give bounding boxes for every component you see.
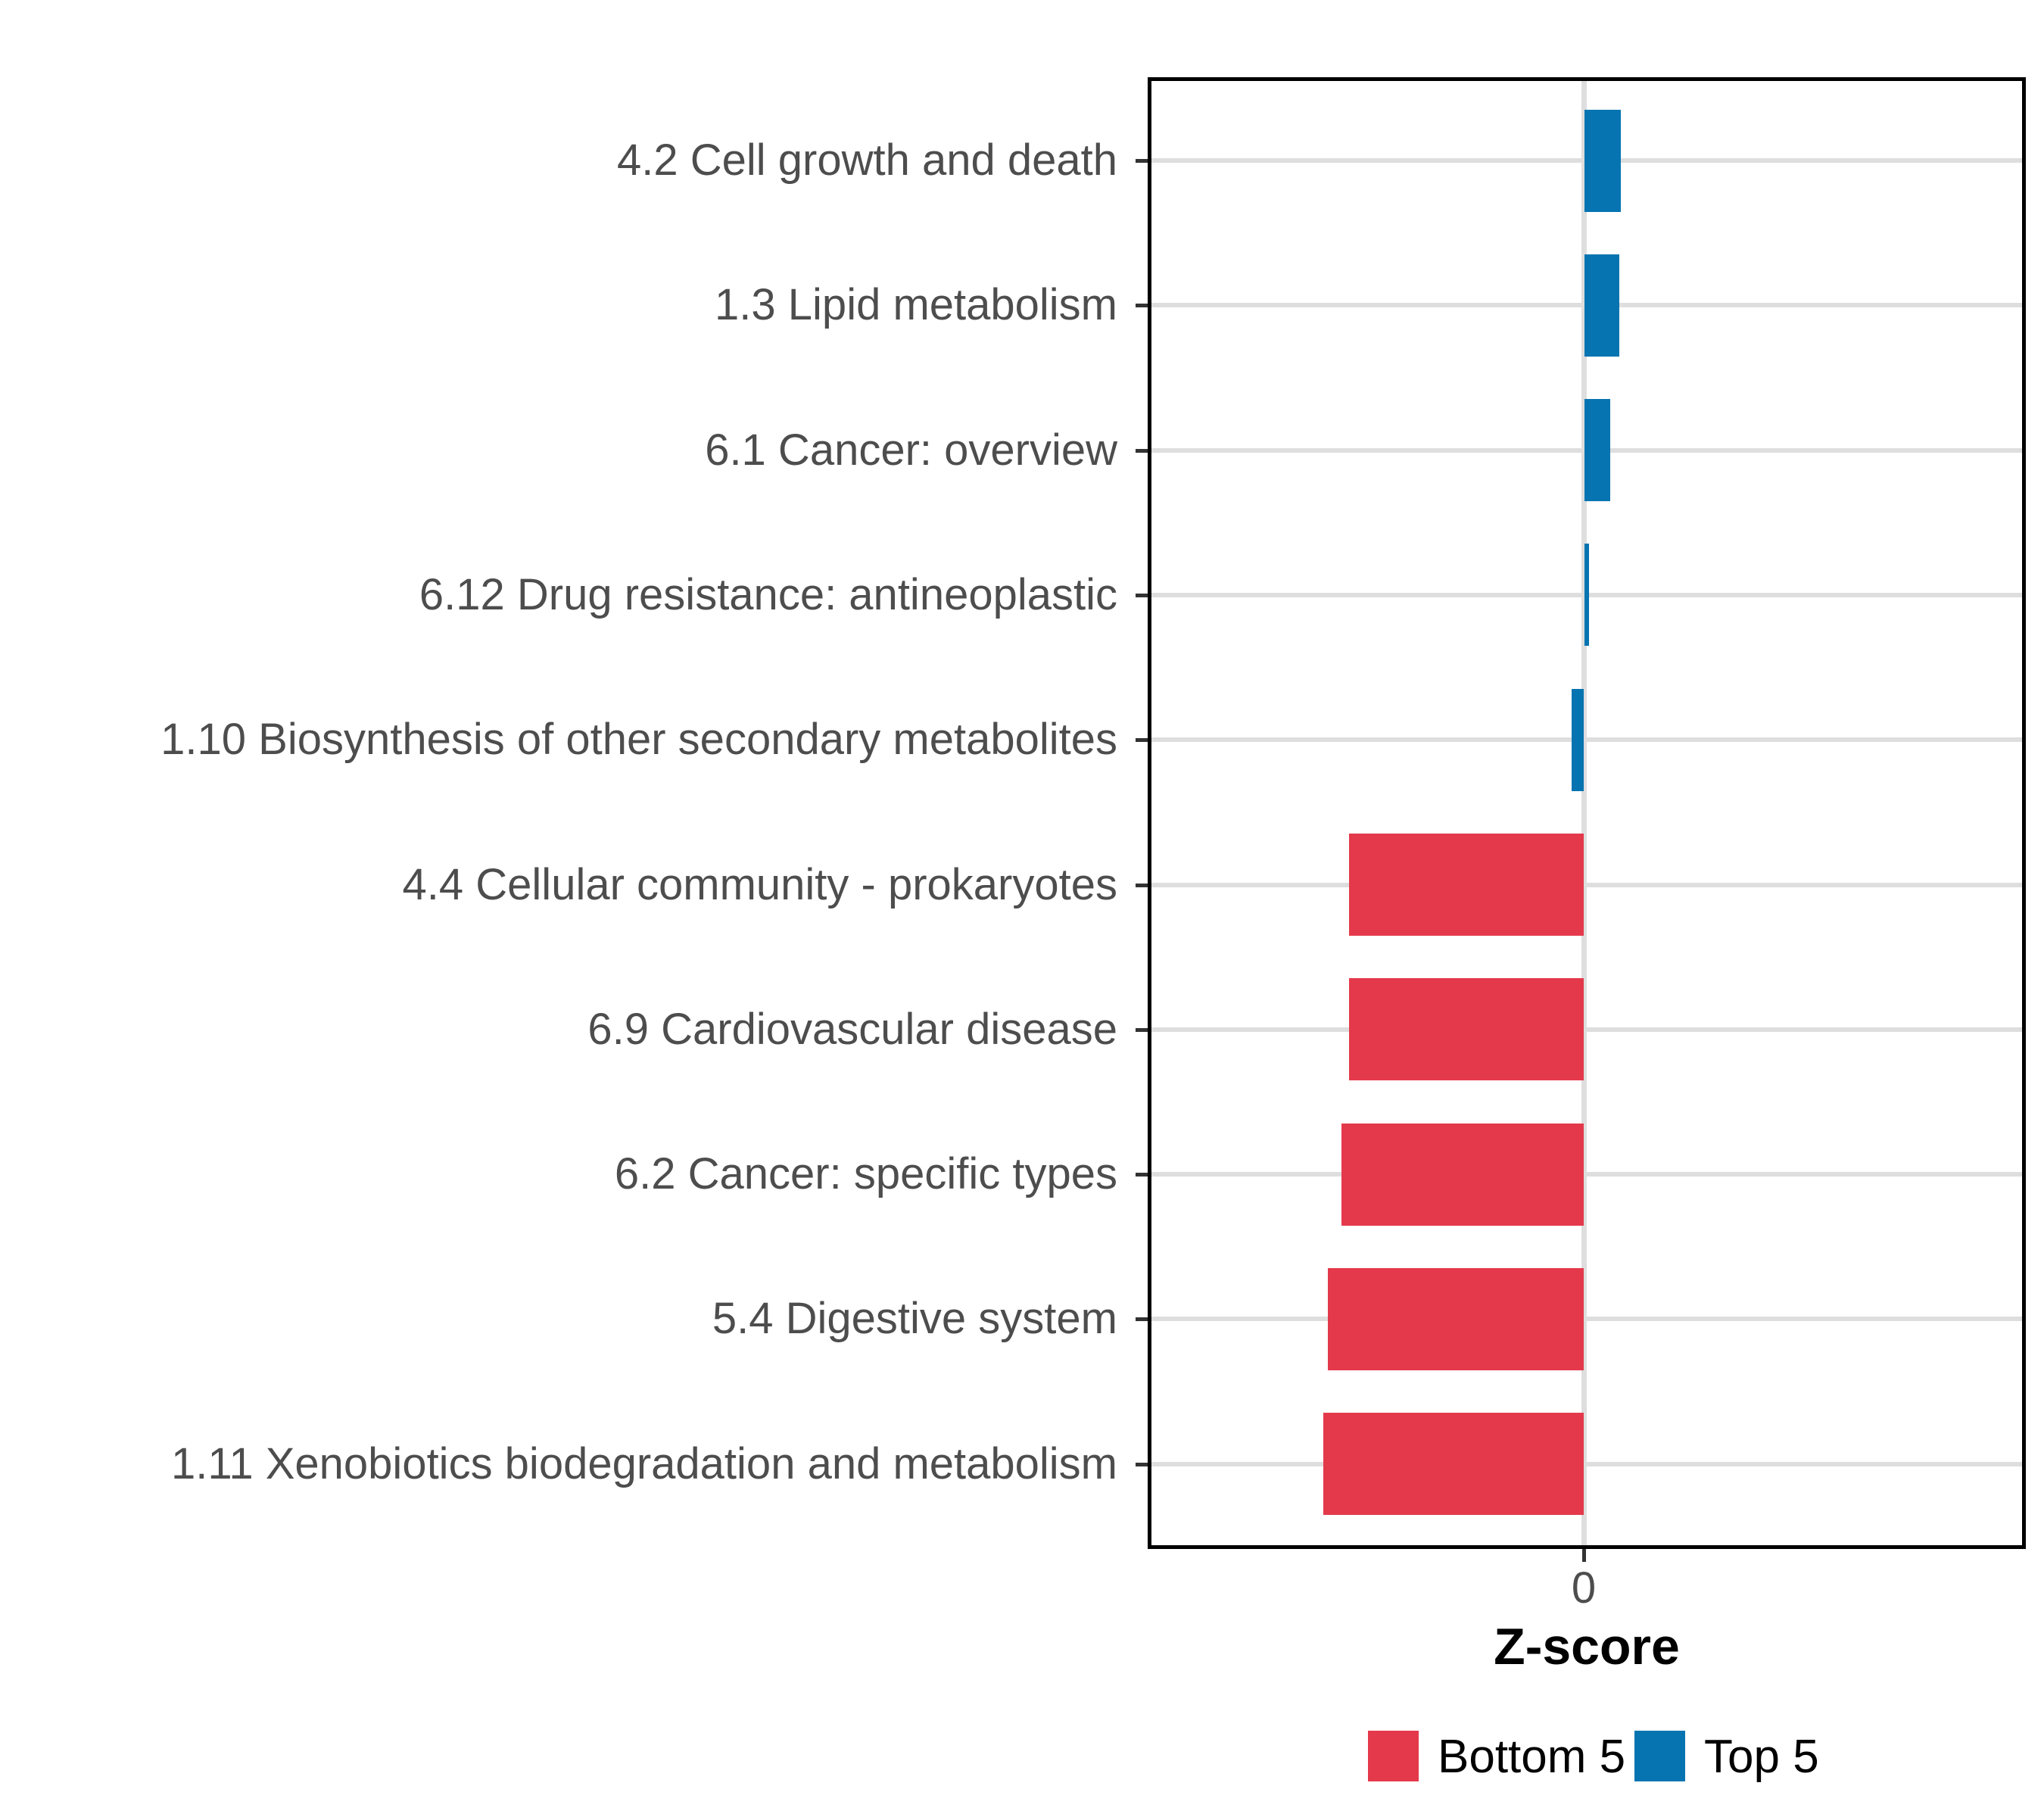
y-axis-tick	[1136, 159, 1148, 163]
bar-positive	[1584, 110, 1621, 212]
y-axis-label: 6.12 Drug resistance: antineoplastic	[419, 570, 1117, 619]
y-axis-label: 5.4 Digestive system	[712, 1294, 1117, 1343]
x-axis-title: Z-score	[1494, 1618, 1680, 1675]
row-gridline	[1148, 883, 2026, 887]
y-axis-label: 1.3 Lipid metabolism	[715, 280, 1117, 329]
y-axis-tick	[1136, 449, 1148, 453]
y-axis-label: 4.2 Cell growth and death	[617, 136, 1117, 185]
bar-positive	[1584, 399, 1610, 501]
y-axis-label: 1.10 Biosynthesis of other secondary met…	[160, 715, 1117, 764]
bar-negative	[1328, 1268, 1584, 1370]
plot-panel-border	[1148, 77, 2026, 1549]
y-axis-tick	[1136, 1463, 1148, 1466]
y-axis-tick	[1136, 884, 1148, 887]
y-axis-label: 6.9 Cardiovascular disease	[587, 1005, 1117, 1054]
y-axis-tick	[1136, 1028, 1148, 1032]
row-gridline	[1148, 737, 2026, 742]
row-gridline	[1148, 1462, 2026, 1466]
bar-negative	[1572, 689, 1584, 791]
x-tick-label: 0	[1571, 1563, 1597, 1613]
bar-negative	[1323, 1413, 1584, 1515]
legend-swatch-bottom5	[1368, 1731, 1419, 1781]
zero-gridline	[1581, 77, 1587, 1549]
legend-swatch-top5	[1634, 1731, 1685, 1781]
y-axis-tick	[1136, 1173, 1148, 1177]
bar-positive	[1584, 544, 1589, 646]
y-axis-label: 1.11 Xenobiotics biodegradation and meta…	[171, 1439, 1117, 1488]
x-axis-tick	[1582, 1549, 1586, 1562]
legend-label-bottom5: Bottom 5	[1438, 1731, 1626, 1783]
bar-negative	[1349, 834, 1584, 936]
bar-positive	[1584, 254, 1619, 357]
y-axis-tick	[1136, 304, 1148, 307]
bar-negative	[1341, 1124, 1584, 1226]
y-axis-label: 6.2 Cancer: specific types	[614, 1149, 1117, 1198]
row-gridline	[1148, 1172, 2026, 1177]
y-axis-tick	[1136, 738, 1148, 742]
y-axis-label: 4.4 Cellular community - prokaryotes	[402, 860, 1117, 909]
bar-negative	[1349, 978, 1584, 1080]
row-gridline	[1148, 1027, 2026, 1032]
y-axis-tick	[1136, 1317, 1148, 1321]
legend-label-top5: Top 5	[1704, 1731, 1819, 1783]
row-gridline	[1148, 1317, 2026, 1321]
y-axis-tick	[1136, 594, 1148, 597]
y-axis-label: 6.1 Cancer: overview	[705, 425, 1117, 475]
